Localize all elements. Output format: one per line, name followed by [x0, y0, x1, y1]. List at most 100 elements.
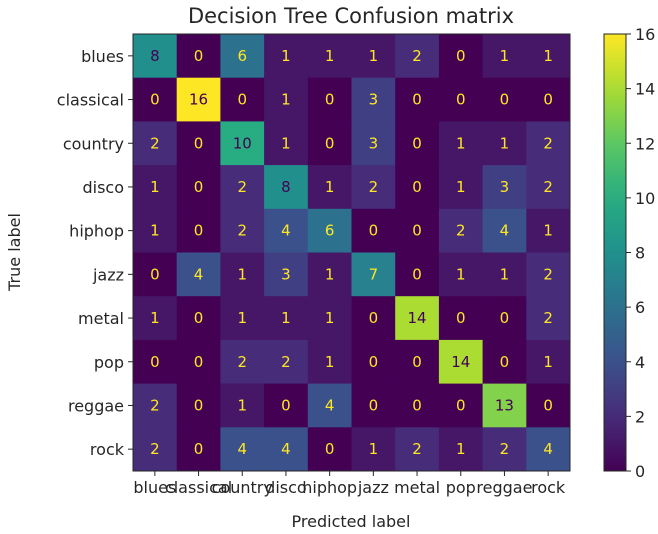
- cell-value: 6: [325, 222, 335, 240]
- cell-value: 7: [369, 265, 379, 283]
- cell-value: 0: [325, 134, 335, 152]
- matrix-cell: [264, 383, 309, 428]
- matrix-cell: [351, 383, 396, 428]
- cell-value: 0: [150, 91, 160, 109]
- matrix-cell: [220, 208, 265, 253]
- matrix-cell: [438, 77, 484, 122]
- cell-value: 4: [325, 396, 335, 414]
- cell-value: 2: [412, 47, 422, 65]
- matrix-cell: [133, 121, 178, 166]
- y-tick-label: rock: [90, 440, 125, 459]
- matrix-cell: [133, 208, 178, 253]
- cell-value: 1: [150, 309, 160, 327]
- matrix-cell: [526, 383, 571, 428]
- cell-value: 1: [456, 134, 466, 152]
- cell-value: 2: [150, 134, 160, 152]
- cell-value: 1: [237, 309, 247, 327]
- y-tick-label: country: [63, 134, 124, 153]
- matrix-cell: [482, 165, 527, 210]
- matrix-cell: [264, 121, 309, 166]
- colorbar-tick-label: 16: [635, 25, 655, 44]
- colorbar-tick-label: 14: [635, 80, 655, 99]
- matrix-cell: [133, 34, 178, 79]
- cell-value: 8: [150, 47, 160, 65]
- cell-value: 1: [456, 178, 466, 196]
- cell-value: 0: [194, 134, 204, 152]
- cell-value: 2: [456, 222, 466, 240]
- matrix-cell: [176, 339, 221, 385]
- colorbar: [603, 33, 627, 472]
- cell-value: 1: [325, 309, 335, 327]
- cell-value: 2: [150, 440, 160, 458]
- cell-value: 1: [500, 47, 510, 65]
- matrix-cell: [482, 208, 527, 253]
- y-tick-label: reggae: [68, 396, 124, 415]
- y-tick-label: blues: [81, 47, 124, 66]
- matrix-cell: [307, 427, 352, 472]
- matrix-cell: [264, 34, 309, 79]
- matrix-cell: [220, 427, 265, 472]
- matrix-cell: [482, 383, 527, 428]
- matrix-cell: [220, 252, 265, 297]
- cell-value: 0: [456, 91, 466, 109]
- matrix-cell: [264, 296, 309, 341]
- colorbar-tick-label: 10: [635, 189, 655, 208]
- matrix-cell: [395, 208, 440, 253]
- matrix-cell: [482, 252, 527, 297]
- y-tick-label: pop: [94, 353, 124, 372]
- cell-value: 6: [237, 47, 247, 65]
- matrix-cell: [220, 34, 265, 79]
- y-tick-label: metal: [78, 309, 124, 328]
- cell-value: 0: [412, 222, 422, 240]
- matrix-cell: [220, 165, 265, 210]
- cell-value: 0: [369, 396, 379, 414]
- cell-value: 3: [281, 265, 291, 283]
- cell-value: 1: [456, 440, 466, 458]
- x-tick-label: disco: [265, 478, 307, 497]
- matrix-cell: [482, 339, 527, 385]
- x-tick-label: classical: [165, 478, 232, 497]
- matrix-cell: [482, 121, 527, 166]
- matrix-cell: [395, 77, 440, 122]
- matrix-cell: [482, 296, 527, 341]
- cell-value: 0: [543, 91, 553, 109]
- matrix-cell: [176, 383, 221, 428]
- matrix-cell: [176, 165, 221, 210]
- cell-value: 1: [500, 134, 510, 152]
- cell-value: 0: [456, 309, 466, 327]
- cell-value: 14: [451, 353, 470, 371]
- cell-value: 1: [369, 47, 379, 65]
- matrix-cell: [526, 339, 571, 385]
- cell-value: 0: [500, 91, 510, 109]
- matrix-cell: [133, 252, 178, 297]
- cell-value: 0: [412, 178, 422, 196]
- matrix-cell: [526, 34, 571, 79]
- matrix-cell: [438, 252, 484, 297]
- cell-value: 1: [325, 47, 335, 65]
- colorbar-tick-label: 2: [635, 407, 645, 426]
- matrix-cell: [307, 165, 352, 210]
- matrix-cell: [176, 77, 221, 122]
- matrix-cell: [438, 339, 484, 385]
- cell-value: 0: [369, 353, 379, 371]
- cell-value: 2: [237, 222, 247, 240]
- cell-value: 4: [543, 440, 553, 458]
- matrix-cell: [307, 339, 352, 385]
- cell-value: 1: [543, 353, 553, 371]
- cell-value: 1: [281, 47, 291, 65]
- cell-value: 1: [456, 265, 466, 283]
- chart-title: Decision Tree Confusion matrix: [188, 4, 514, 28]
- matrix-cell: [526, 165, 571, 210]
- matrix-cell: [438, 427, 484, 472]
- cell-value: 10: [233, 134, 252, 152]
- matrix-cell: [176, 427, 221, 472]
- matrix-cell: [351, 165, 396, 210]
- matrix-cell: [307, 34, 352, 79]
- y-tick-label: disco: [82, 178, 124, 197]
- cell-value: 2: [543, 178, 553, 196]
- y-tick-labels: blues classical country disco hiphop jazz meta…: [57, 47, 133, 459]
- cell-value: 0: [325, 91, 335, 109]
- matrix-cell: [133, 165, 178, 210]
- matrix-cell: [482, 427, 527, 472]
